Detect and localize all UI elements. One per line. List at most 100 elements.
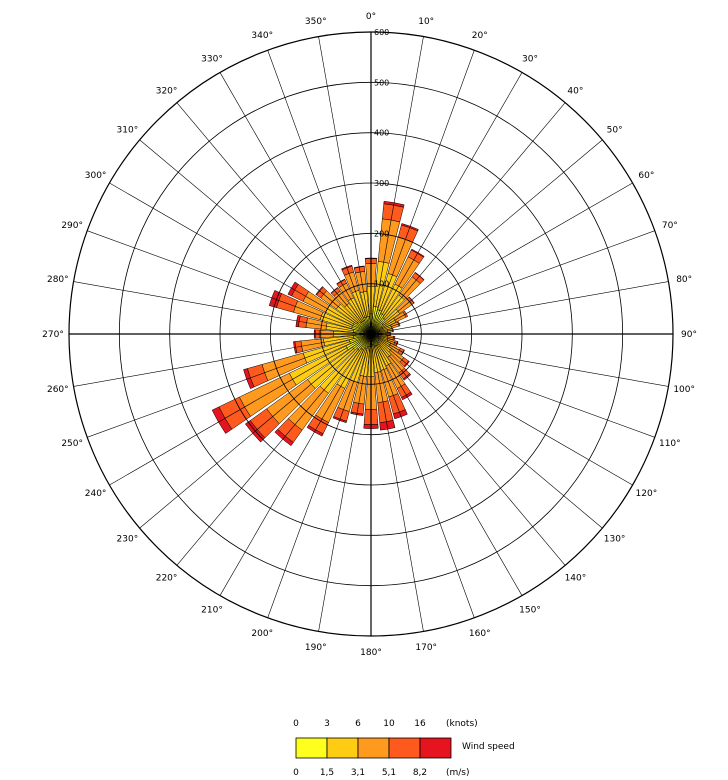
legend-ms-label-2: 3,1 (351, 768, 365, 778)
grid-spoke-250 (87, 333, 372, 438)
grid-spoke-320 (176, 102, 372, 335)
ring-label-200: 200 (374, 229, 389, 238)
grid-spoke-120 (370, 333, 633, 486)
ring-label-400: 400 (374, 129, 389, 138)
direction-label-200: 200° (251, 629, 273, 639)
grid-spoke-80 (370, 281, 669, 335)
ring-label-600: 600 (374, 28, 389, 37)
direction-label-310: 310° (117, 126, 139, 136)
direction-label-120: 120° (636, 489, 658, 499)
legend-ms-label-3: 5,1 (382, 768, 396, 778)
direction-label-240: 240° (85, 489, 107, 499)
legend: 0 3 6 10 16 (knots) Wind speed 0 1,5 3,1 5,1 8,2… (293, 719, 515, 778)
legend-swatch-1 (326, 737, 359, 759)
legend-color-bar (295, 737, 452, 759)
grid-spoke-220 (176, 333, 372, 566)
grid-spoke-290 (87, 230, 372, 335)
ring-label-500: 500 (374, 78, 389, 87)
grid-spoke-130 (370, 333, 603, 529)
direction-label-50: 50° (607, 126, 623, 136)
grid-spoke-170 (370, 333, 424, 632)
grid-spoke-100 (370, 333, 669, 387)
direction-label-80: 80° (676, 275, 692, 285)
direction-label-70: 70° (662, 221, 678, 231)
legend-knots-label-1: 3 (324, 719, 330, 729)
legend-ms-label-4: 8,2 (413, 768, 427, 778)
grid-spoke-240 (109, 333, 372, 486)
direction-label-250: 250° (61, 439, 83, 449)
direction-label-270: 270° (42, 330, 64, 340)
grid-spoke-50 (370, 139, 603, 335)
direction-label-100: 100° (673, 385, 695, 395)
grid-spoke-20 (370, 50, 475, 335)
direction-label-30: 30° (522, 55, 538, 65)
polar-grid (68, 31, 674, 637)
direction-label-110: 110° (659, 439, 681, 449)
direction-label-150: 150° (519, 605, 541, 615)
direction-label-330: 330° (201, 55, 223, 65)
direction-label-40: 40° (567, 86, 583, 96)
direction-label-10: 10° (418, 17, 434, 27)
grid-spoke-210 (219, 333, 372, 596)
wind-rose-sectors (211, 200, 425, 447)
direction-label-290: 290° (61, 221, 83, 231)
direction-label-190: 190° (305, 643, 327, 653)
legend-title: Wind speed (462, 742, 515, 752)
direction-label-60: 60° (638, 171, 654, 181)
legend-swatch-3 (388, 737, 421, 759)
grid-spoke-70 (370, 230, 655, 335)
direction-label-90: 90° (681, 330, 697, 340)
legend-swatch-4 (419, 737, 452, 759)
direction-label-350: 350° (305, 17, 327, 27)
direction-label-220: 220° (156, 574, 178, 584)
direction-label-20: 20° (472, 31, 488, 41)
direction-label-260: 260° (47, 385, 69, 395)
legend-swatch-0 (295, 737, 328, 759)
direction-label-300: 300° (85, 171, 107, 181)
grid-spoke-350 (318, 36, 372, 335)
direction-label-0: 0° (366, 12, 376, 22)
legend-ms-scale: 0 1,5 3,1 5,1 8,2 (293, 768, 427, 778)
legend-knots-label-4: 16 (414, 719, 426, 729)
grid-spoke-260 (73, 333, 372, 387)
direction-label-140: 140° (565, 574, 587, 584)
direction-label-130: 130° (604, 534, 626, 544)
grid-spoke-110 (370, 333, 655, 438)
grid-spoke-150 (370, 333, 523, 596)
direction-label-320: 320° (156, 86, 178, 96)
legend-knots-label-2: 6 (355, 719, 361, 729)
direction-label-210: 210° (201, 605, 223, 615)
legend-ms-label-0: 0 (293, 768, 299, 778)
legend-knots-label-0: 0 (293, 719, 299, 729)
ring-label-100: 100 (374, 280, 389, 289)
legend-ms-unit: (m/s) (446, 768, 470, 778)
legend-swatch-2 (357, 737, 390, 759)
grid-spoke-10 (370, 36, 424, 335)
grid-spoke-280 (73, 281, 372, 335)
grid-spoke-140 (370, 333, 566, 566)
ring-label-300: 300 (374, 179, 389, 188)
direction-label-340: 340° (251, 31, 273, 41)
legend-ms-label-1: 1,5 (320, 768, 334, 778)
direction-label-230: 230° (117, 534, 139, 544)
direction-labels: 0° 10° 20° 30° 40° 50° 60° 70° 80° 90° 100° 110° 120… (42, 12, 697, 658)
grid-spoke-60 (370, 182, 633, 335)
grid-spoke-200 (267, 333, 372, 618)
grid-spoke-330 (219, 72, 372, 335)
grid-spoke-40 (370, 102, 566, 335)
legend-knots-unit: (knots) (446, 719, 478, 729)
legend-knots-label-3: 10 (383, 719, 395, 729)
grid-spoke-230 (139, 333, 372, 529)
radial-tick-labels: 100 200 300 400 500 600 (374, 28, 389, 289)
grid-spoke-300 (109, 182, 372, 335)
grid-spoke-160 (370, 333, 475, 618)
direction-label-280: 280° (47, 275, 69, 285)
legend-knots-scale: 0 3 6 10 16 (293, 719, 426, 729)
grid-spoke-30 (370, 72, 523, 335)
grid-spoke-190 (318, 333, 372, 632)
grid-spoke-340 (267, 50, 372, 335)
direction-label-160: 160° (469, 629, 491, 639)
direction-label-180: 180° (360, 648, 382, 658)
grid-spoke-310 (139, 139, 372, 335)
